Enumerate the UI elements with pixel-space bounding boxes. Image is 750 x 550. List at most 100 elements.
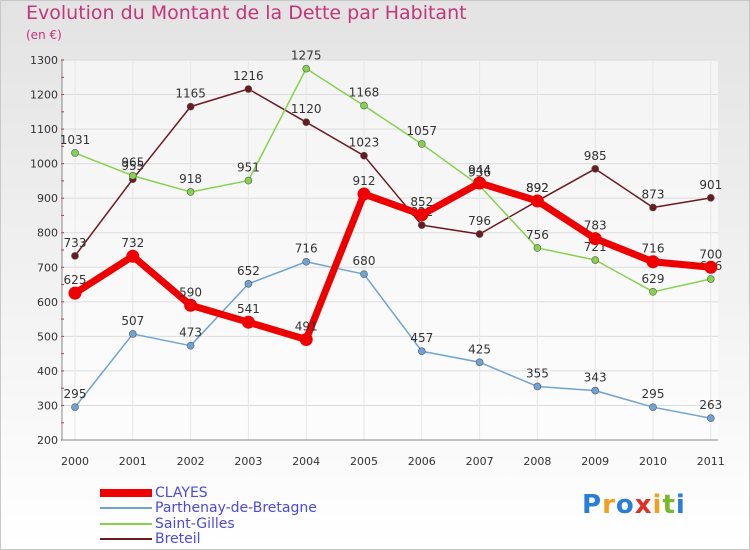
data-label: 1275 [291,49,322,63]
data-point [706,275,715,283]
logo-letter: r [602,490,616,520]
data-label: 716 [642,242,665,256]
data-point [417,140,426,148]
data-label: 680 [353,254,376,268]
logo-letter: x [634,490,653,520]
data-label: 457 [410,331,433,345]
data-point [244,280,253,288]
y-tick-label: 1300 [30,54,58,67]
data-label: 716 [295,242,318,256]
data-label: 892 [526,181,549,195]
series-line-breteil [74,88,712,257]
series-line-saint-gilles [74,67,712,293]
data-label: 473 [179,326,202,340]
y-tick-label: 1000 [30,158,58,171]
data-label: 733 [64,236,87,250]
data-point [473,176,487,190]
data-point [129,171,137,180]
data-label: 732 [121,236,144,250]
data-point [299,332,313,346]
y-tick-label: 800 [37,227,58,240]
data-label: 355 [526,366,549,380]
data-label: 1165 [175,87,206,101]
legend-swatch [100,489,152,497]
data-label: 1031 [60,133,91,147]
data-label: 1023 [349,136,380,150]
x-tick-label: 2002 [177,455,205,468]
data-label: 951 [237,161,260,175]
data-point [129,330,137,338]
x-tick-label: 2011 [697,455,725,468]
logo-letter: i [652,490,663,520]
data-point [357,187,371,201]
data-label: 590 [179,285,202,299]
data-label: 1168 [349,86,380,100]
data-label: 425 [468,342,491,356]
y-tick-label: 900 [37,192,58,205]
chart-title: Evolution du Montant de la Dette par Hab… [26,2,467,24]
data-point [244,85,253,93]
data-point [704,260,718,274]
data-point [475,358,484,367]
data-point [186,341,195,350]
data-point [706,194,715,202]
legend-item-parthenay: Parthenay-de-Bretagne [100,500,317,516]
data-point [649,203,657,212]
data-label: 295 [64,387,87,401]
legend-label: CLAYES [155,485,208,501]
data-label: 652 [237,264,260,278]
series-line-clayes [71,179,715,343]
x-tick-label: 2001 [119,455,147,468]
data-label: 965 [121,156,144,170]
data-point [186,102,195,111]
data-point [241,315,255,329]
y-tick-label: 500 [37,330,58,343]
data-label: 901 [699,178,722,192]
logo-letter: P [582,490,603,520]
data-point [186,188,195,196]
data-label: 912 [353,174,376,188]
data-point [533,382,542,391]
logo-letter: o [615,490,635,520]
data-label: 700 [699,247,722,261]
data-label: 541 [237,302,260,316]
data-point [360,270,368,278]
data-point [417,347,426,356]
data-label: 918 [179,172,202,186]
logo-letter: t [662,490,676,520]
logo-letter: i [675,490,686,520]
data-label: 343 [584,371,607,385]
chart-unit: (en €) [26,28,62,42]
data-label: 263 [699,398,722,412]
data-point [71,403,79,411]
x-tick-label: 2009 [581,455,609,468]
data-point [591,386,600,395]
data-point [591,256,600,264]
legend-swatch [100,538,152,540]
legend-label: Breteil [155,531,201,547]
data-point [649,403,657,411]
data-label: 944 [468,163,491,177]
data-point [649,287,657,296]
data-label: 852 [410,195,433,209]
data-point [533,244,542,252]
x-tick-label: 2006 [408,455,436,468]
y-tick-label: 300 [37,399,58,412]
data-point [706,414,715,423]
legend-item-clayes: CLAYES [100,485,208,501]
data-label: 295 [642,387,665,401]
data-label: 491 [295,319,318,333]
data-label: 1120 [291,102,322,116]
data-point [244,176,253,185]
x-tick-label: 2000 [61,455,89,468]
data-point [126,249,140,263]
x-tick-label: 2008 [523,455,551,468]
data-label: 783 [584,219,607,233]
x-tick-label: 2005 [350,455,378,468]
data-point [184,298,198,312]
data-point [302,257,311,266]
data-point [417,221,426,229]
y-tick-label: 600 [37,296,58,309]
y-tick-label: 700 [37,261,58,274]
